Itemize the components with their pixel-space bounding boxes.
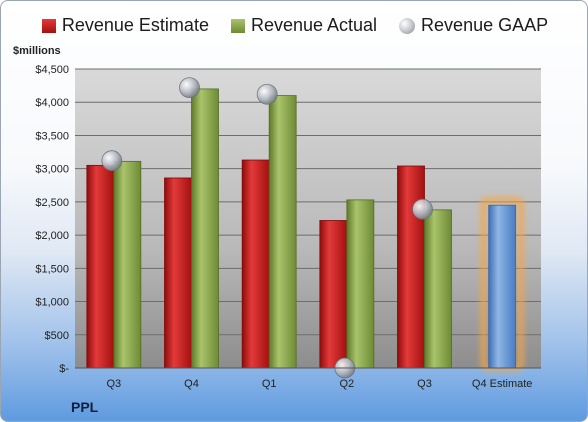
y-tick-label: $3,000: [35, 164, 69, 176]
bar-actual: [268, 95, 297, 369]
legend-item-actual: Revenue Actual: [230, 15, 378, 36]
y-tick-label: $2,500: [35, 197, 69, 209]
plot-area: [75, 69, 541, 368]
x-tick-label: Q3: [106, 378, 121, 390]
y-tick-label: $3,500: [35, 130, 69, 142]
y-tick-label: $1,500: [35, 263, 69, 275]
bar-estimate-forecast: [488, 204, 517, 369]
legend-label-estimate: Revenue Estimate: [61, 15, 209, 35]
legend-swatch-estimate: [41, 18, 56, 33]
bar-actual: [424, 209, 452, 369]
bar-actual: [113, 160, 142, 369]
marker-gaap: [256, 83, 278, 105]
legend-swatch-actual: [230, 18, 245, 33]
marker-gaap: [101, 150, 123, 172]
y-tick-label: $4,000: [35, 97, 69, 109]
company-label: PPL: [71, 399, 99, 415]
y-tick-label: $4,500: [35, 64, 69, 76]
bar-estimate: [164, 177, 192, 369]
y-tick-label: $2,000: [35, 230, 69, 242]
bar-estimate: [397, 165, 425, 369]
bar-estimate: [86, 164, 115, 369]
x-tick-label: Q4: [184, 378, 199, 390]
y-axis-units-label: $millions: [13, 45, 61, 57]
y-tick-label: $1,000: [35, 297, 69, 309]
marker-gaap: [179, 77, 200, 99]
legend-label-gaap: Revenue GAAP: [421, 15, 549, 35]
x-tick-label: Q4 Estimate: [472, 378, 533, 390]
x-tick-label: Q1: [262, 378, 277, 390]
legend-item-gaap: Revenue GAAP: [399, 15, 548, 36]
legend-swatch-gaap: [399, 17, 416, 34]
bar-estimate: [319, 220, 348, 369]
marker-gaap: [412, 198, 433, 220]
x-tick-label: Q2: [339, 378, 354, 390]
y-tick-label: $-: [59, 363, 69, 375]
bar-estimate: [241, 159, 270, 369]
y-tick-label: $500: [45, 330, 69, 342]
x-tick-label: Q3: [417, 378, 432, 390]
legend-label-actual: Revenue Actual: [250, 15, 378, 35]
chart-legend: Revenue Estimate Revenue Actual Revenue …: [1, 15, 587, 36]
legend-item-estimate: Revenue Estimate: [41, 15, 209, 36]
bar-actual: [346, 199, 375, 369]
bar-actual: [191, 88, 219, 369]
